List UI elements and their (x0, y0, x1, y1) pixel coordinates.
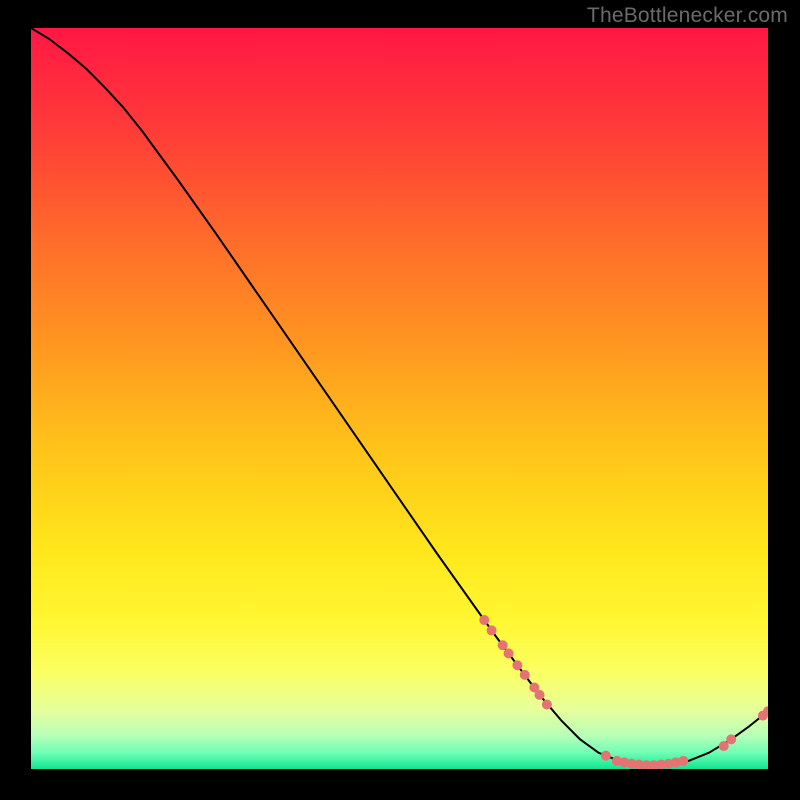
data-marker (480, 616, 489, 625)
plot-background (31, 28, 768, 769)
data-marker (601, 751, 610, 760)
data-marker (513, 661, 522, 670)
chart-frame: TheBottlenecker.com (0, 0, 800, 800)
data-marker (520, 670, 529, 679)
gradient-line-chart (31, 28, 768, 769)
data-marker (487, 626, 496, 635)
watermark-text: TheBottlenecker.com (587, 4, 788, 28)
data-marker (498, 641, 507, 650)
data-marker (727, 735, 736, 744)
data-marker (504, 649, 513, 658)
data-marker (542, 700, 551, 709)
data-marker (764, 707, 769, 716)
data-marker (535, 690, 544, 699)
data-marker (719, 742, 728, 751)
data-marker (679, 756, 688, 765)
